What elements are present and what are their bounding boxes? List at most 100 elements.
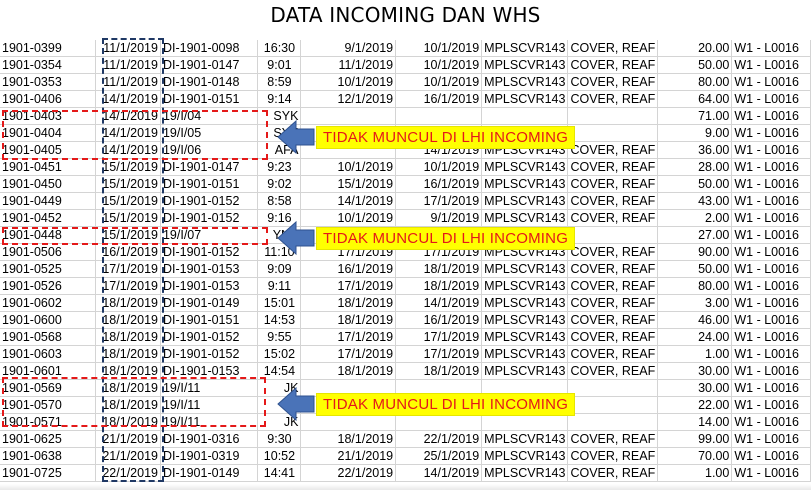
cell-doc[interactable]: DI-1901-0153 — [160, 362, 259, 380]
cell-date-3[interactable]: 17/1/2019 — [395, 328, 483, 346]
cell-part[interactable]: MPLSCVR143 — [481, 328, 569, 346]
cell-date[interactable]: 15/1/2019 — [95, 192, 161, 210]
cell-desc[interactable] — [567, 413, 659, 431]
cell-doc[interactable]: 19/I/05 — [160, 124, 259, 142]
cell-desc[interactable]: COVER, REAF — [567, 209, 659, 227]
cell-doc[interactable]: DI-1901-0147 — [160, 158, 259, 176]
cell-desc[interactable]: COVER, REAF — [567, 277, 659, 295]
cell-time[interactable]: 9:09 — [257, 260, 302, 278]
cell-doc[interactable]: DI-1901-0149 — [160, 294, 259, 312]
cell-doc[interactable]: DI-1901-0151 — [160, 311, 259, 329]
cell-date-2[interactable]: 22/1/2019 — [300, 464, 397, 482]
cell-desc[interactable]: COVER, REAF — [567, 90, 659, 108]
cell-date-3[interactable]: 10/1/2019 — [395, 40, 483, 57]
cell-id[interactable]: 1901-0601 — [0, 362, 96, 380]
cell-loc[interactable]: W1 - L0016 — [731, 260, 811, 278]
cell-id[interactable]: 1901-0600 — [0, 311, 96, 329]
cell-date[interactable]: 18/1/2019 — [95, 345, 161, 363]
cell-id[interactable]: 1901-0406 — [0, 90, 96, 108]
cell-desc[interactable]: COVER, REAF — [567, 158, 659, 176]
cell-date[interactable]: 11/1/2019 — [95, 40, 161, 57]
cell-loc[interactable]: W1 - L0016 — [731, 447, 811, 465]
cell-time[interactable]: 9:30 — [257, 430, 302, 448]
cell-date[interactable]: 15/1/2019 — [95, 209, 161, 227]
cell-id[interactable]: 1901-0353 — [0, 73, 96, 91]
cell-doc[interactable]: 19/I/11 — [160, 379, 259, 397]
cell-part[interactable]: MPLSCVR143 — [481, 40, 569, 57]
cell-doc[interactable]: 19/I/04 — [160, 107, 259, 125]
cell-id[interactable]: 1901-0399 — [0, 40, 96, 57]
cell-id[interactable]: 1901-0725 — [0, 464, 96, 482]
cell-id[interactable]: 1901-0526 — [0, 277, 96, 295]
cell-date-2[interactable]: 10/1/2019 — [300, 158, 397, 176]
cell-date-3[interactable]: 25/1/2019 — [395, 447, 483, 465]
cell-doc[interactable]: DI-1901-0152 — [160, 243, 259, 261]
cell-date[interactable]: 18/1/2019 — [95, 362, 161, 380]
cell-qty[interactable]: 71.00 — [657, 107, 733, 125]
cell-qty[interactable]: 1.00 — [657, 464, 733, 482]
cell-qty[interactable]: 2.00 — [657, 209, 733, 227]
cell-date-2[interactable]: 18/1/2019 — [300, 311, 397, 329]
cell-loc[interactable]: W1 - L0016 — [731, 107, 811, 125]
cell-part[interactable]: MPLSCVR143 — [481, 311, 569, 329]
cell-part[interactable]: MPLSCVR143 — [481, 260, 569, 278]
cell-qty[interactable]: 20.00 — [657, 40, 733, 57]
cell-desc[interactable]: COVER, REAF — [567, 40, 659, 57]
cell-id[interactable]: 1901-0570 — [0, 396, 96, 414]
cell-time[interactable]: 14:53 — [257, 311, 302, 329]
cell-date[interactable]: 14/1/2019 — [95, 90, 161, 108]
cell-desc[interactable]: COVER, REAF — [567, 464, 659, 482]
cell-qty[interactable]: 9.00 — [657, 124, 733, 142]
cell-qty[interactable]: 22.00 — [657, 396, 733, 414]
cell-date[interactable]: 21/1/2019 — [95, 447, 161, 465]
cell-qty[interactable]: 46.00 — [657, 311, 733, 329]
cell-id[interactable]: 1901-0403 — [0, 107, 96, 125]
cell-doc[interactable]: DI-1901-0153 — [160, 260, 259, 278]
cell-id[interactable]: 1901-0405 — [0, 141, 96, 159]
cell-date-2[interactable]: 10/1/2019 — [300, 209, 397, 227]
cell-time[interactable]: 15:01 — [257, 294, 302, 312]
cell-desc[interactable]: COVER, REAF — [567, 192, 659, 210]
cell-id[interactable]: 1901-0569 — [0, 379, 96, 397]
cell-desc[interactable]: COVER, REAF — [567, 56, 659, 74]
cell-doc[interactable]: DI-1901-0316 — [160, 430, 259, 448]
cell-loc[interactable]: W1 - L0016 — [731, 124, 811, 142]
cell-date-3[interactable]: 14/1/2019 — [395, 464, 483, 482]
cell-qty[interactable]: 36.00 — [657, 141, 733, 159]
cell-desc[interactable]: COVER, REAF — [567, 243, 659, 261]
cell-date-3[interactable]: 16/1/2019 — [395, 311, 483, 329]
cell-time[interactable]: 14:41 — [257, 464, 302, 482]
cell-part[interactable]: MPLSCVR143 — [481, 294, 569, 312]
cell-desc[interactable] — [567, 396, 659, 414]
cell-date-3[interactable]: 10/1/2019 — [395, 158, 483, 176]
cell-loc[interactable]: W1 - L0016 — [731, 328, 811, 346]
cell-desc[interactable]: COVER, REAF — [567, 175, 659, 193]
cell-date-3[interactable]: 18/1/2019 — [395, 277, 483, 295]
cell-date[interactable]: 15/1/2019 — [95, 158, 161, 176]
cell-date[interactable]: 14/1/2019 — [95, 107, 161, 125]
cell-part[interactable]: MPLSCVR143 — [481, 464, 569, 482]
cell-desc[interactable] — [567, 107, 659, 125]
cell-loc[interactable]: W1 - L0016 — [731, 294, 811, 312]
cell-loc[interactable]: W1 - L0016 — [731, 243, 811, 261]
cell-time[interactable]: 9:55 — [257, 328, 302, 346]
cell-part[interactable] — [481, 413, 569, 431]
cell-date[interactable]: 17/1/2019 — [95, 260, 161, 278]
cell-qty[interactable]: 50.00 — [657, 175, 733, 193]
cell-qty[interactable]: 50.00 — [657, 260, 733, 278]
cell-date-3[interactable] — [395, 413, 483, 431]
cell-date-2[interactable] — [300, 413, 397, 431]
cell-part[interactable]: MPLSCVR143 — [481, 56, 569, 74]
cell-desc[interactable] — [567, 226, 659, 244]
cell-date[interactable]: 14/1/2019 — [95, 124, 161, 142]
cell-qty[interactable]: 90.00 — [657, 243, 733, 261]
cell-date-3[interactable]: 22/1/2019 — [395, 430, 483, 448]
cell-id[interactable]: 1901-0452 — [0, 209, 96, 227]
cell-doc[interactable]: DI-1901-0153 — [160, 277, 259, 295]
cell-doc[interactable]: DI-1901-0152 — [160, 345, 259, 363]
cell-time[interactable]: 9:16 — [257, 209, 302, 227]
cell-date[interactable]: 22/1/2019 — [95, 464, 161, 482]
cell-date-3[interactable]: 10/1/2019 — [395, 56, 483, 74]
cell-id[interactable]: 1901-0638 — [0, 447, 96, 465]
cell-date[interactable]: 18/1/2019 — [95, 413, 161, 431]
